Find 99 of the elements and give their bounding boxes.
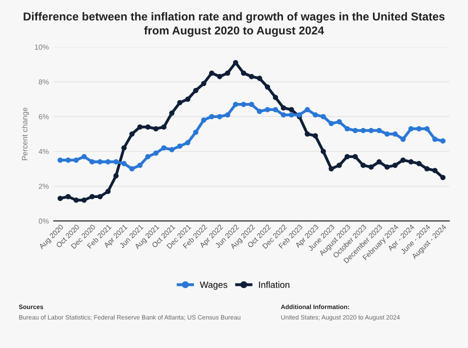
point (224, 112, 230, 118)
point (440, 138, 446, 144)
point (113, 159, 119, 164)
point (145, 154, 151, 160)
point (248, 102, 254, 108)
point (121, 145, 127, 151)
chart-title: Difference between the inflation rate and growth of wages in the United States from August 2020 to August 2024 (24, 12, 445, 37)
point (384, 131, 390, 137)
point (201, 117, 206, 123)
point (320, 148, 326, 154)
point (74, 197, 79, 203)
point (169, 110, 174, 116)
point (137, 124, 143, 130)
point (97, 194, 103, 200)
point (193, 130, 198, 135)
point (66, 194, 71, 200)
point (129, 166, 135, 172)
point (440, 174, 446, 180)
point (129, 131, 135, 137)
point (58, 157, 63, 163)
point (368, 164, 374, 170)
point (432, 136, 438, 142)
point (328, 120, 334, 126)
point (81, 154, 87, 160)
point (248, 74, 254, 80)
point (320, 114, 326, 120)
point (232, 60, 238, 66)
point (137, 162, 143, 168)
point (416, 160, 422, 166)
point (272, 94, 278, 100)
point (408, 159, 414, 164)
point (400, 136, 406, 142)
point (432, 168, 438, 174)
point (145, 124, 151, 130)
point (280, 112, 286, 118)
point (360, 128, 366, 134)
point (105, 188, 111, 194)
point (376, 128, 382, 134)
point (288, 112, 294, 118)
point (193, 88, 198, 94)
point (304, 106, 310, 112)
point (161, 145, 166, 151)
point (400, 157, 406, 163)
point (424, 166, 430, 172)
point (304, 131, 310, 137)
point (232, 102, 238, 108)
point (336, 162, 342, 168)
point (209, 70, 214, 76)
legend-label: Inflation (259, 281, 290, 288)
point (344, 154, 350, 160)
point (392, 162, 398, 168)
point (336, 119, 342, 124)
point (416, 126, 422, 132)
point (81, 197, 87, 203)
point (312, 133, 318, 138)
point (256, 76, 262, 81)
point (161, 124, 166, 130)
point (153, 150, 159, 156)
point (217, 114, 222, 120)
point (97, 159, 103, 164)
point (344, 126, 350, 132)
point (376, 159, 382, 164)
point (352, 154, 358, 160)
point (185, 140, 190, 146)
point (121, 160, 127, 166)
legend-label: Wages (200, 282, 228, 290)
point (256, 108, 262, 114)
point (224, 70, 230, 76)
point (89, 159, 95, 164)
point (384, 164, 390, 170)
point (177, 100, 182, 106)
point (368, 128, 374, 134)
point (408, 126, 414, 132)
point (169, 147, 174, 152)
point (312, 112, 318, 118)
point (328, 166, 334, 172)
point (288, 106, 294, 112)
point (217, 74, 222, 80)
point (352, 128, 358, 134)
point (153, 126, 159, 132)
point (66, 157, 71, 163)
point (209, 114, 214, 120)
point (264, 106, 270, 112)
point (280, 105, 286, 111)
point (113, 173, 119, 178)
point (264, 84, 270, 90)
point (89, 194, 95, 200)
point (74, 157, 79, 163)
point (105, 159, 111, 164)
point (58, 196, 63, 201)
point (185, 96, 190, 102)
point (272, 106, 278, 112)
point (177, 144, 182, 149)
point (392, 131, 398, 137)
point (240, 102, 246, 108)
point (240, 70, 246, 76)
point (424, 126, 430, 132)
point (201, 80, 206, 86)
point (360, 162, 366, 168)
